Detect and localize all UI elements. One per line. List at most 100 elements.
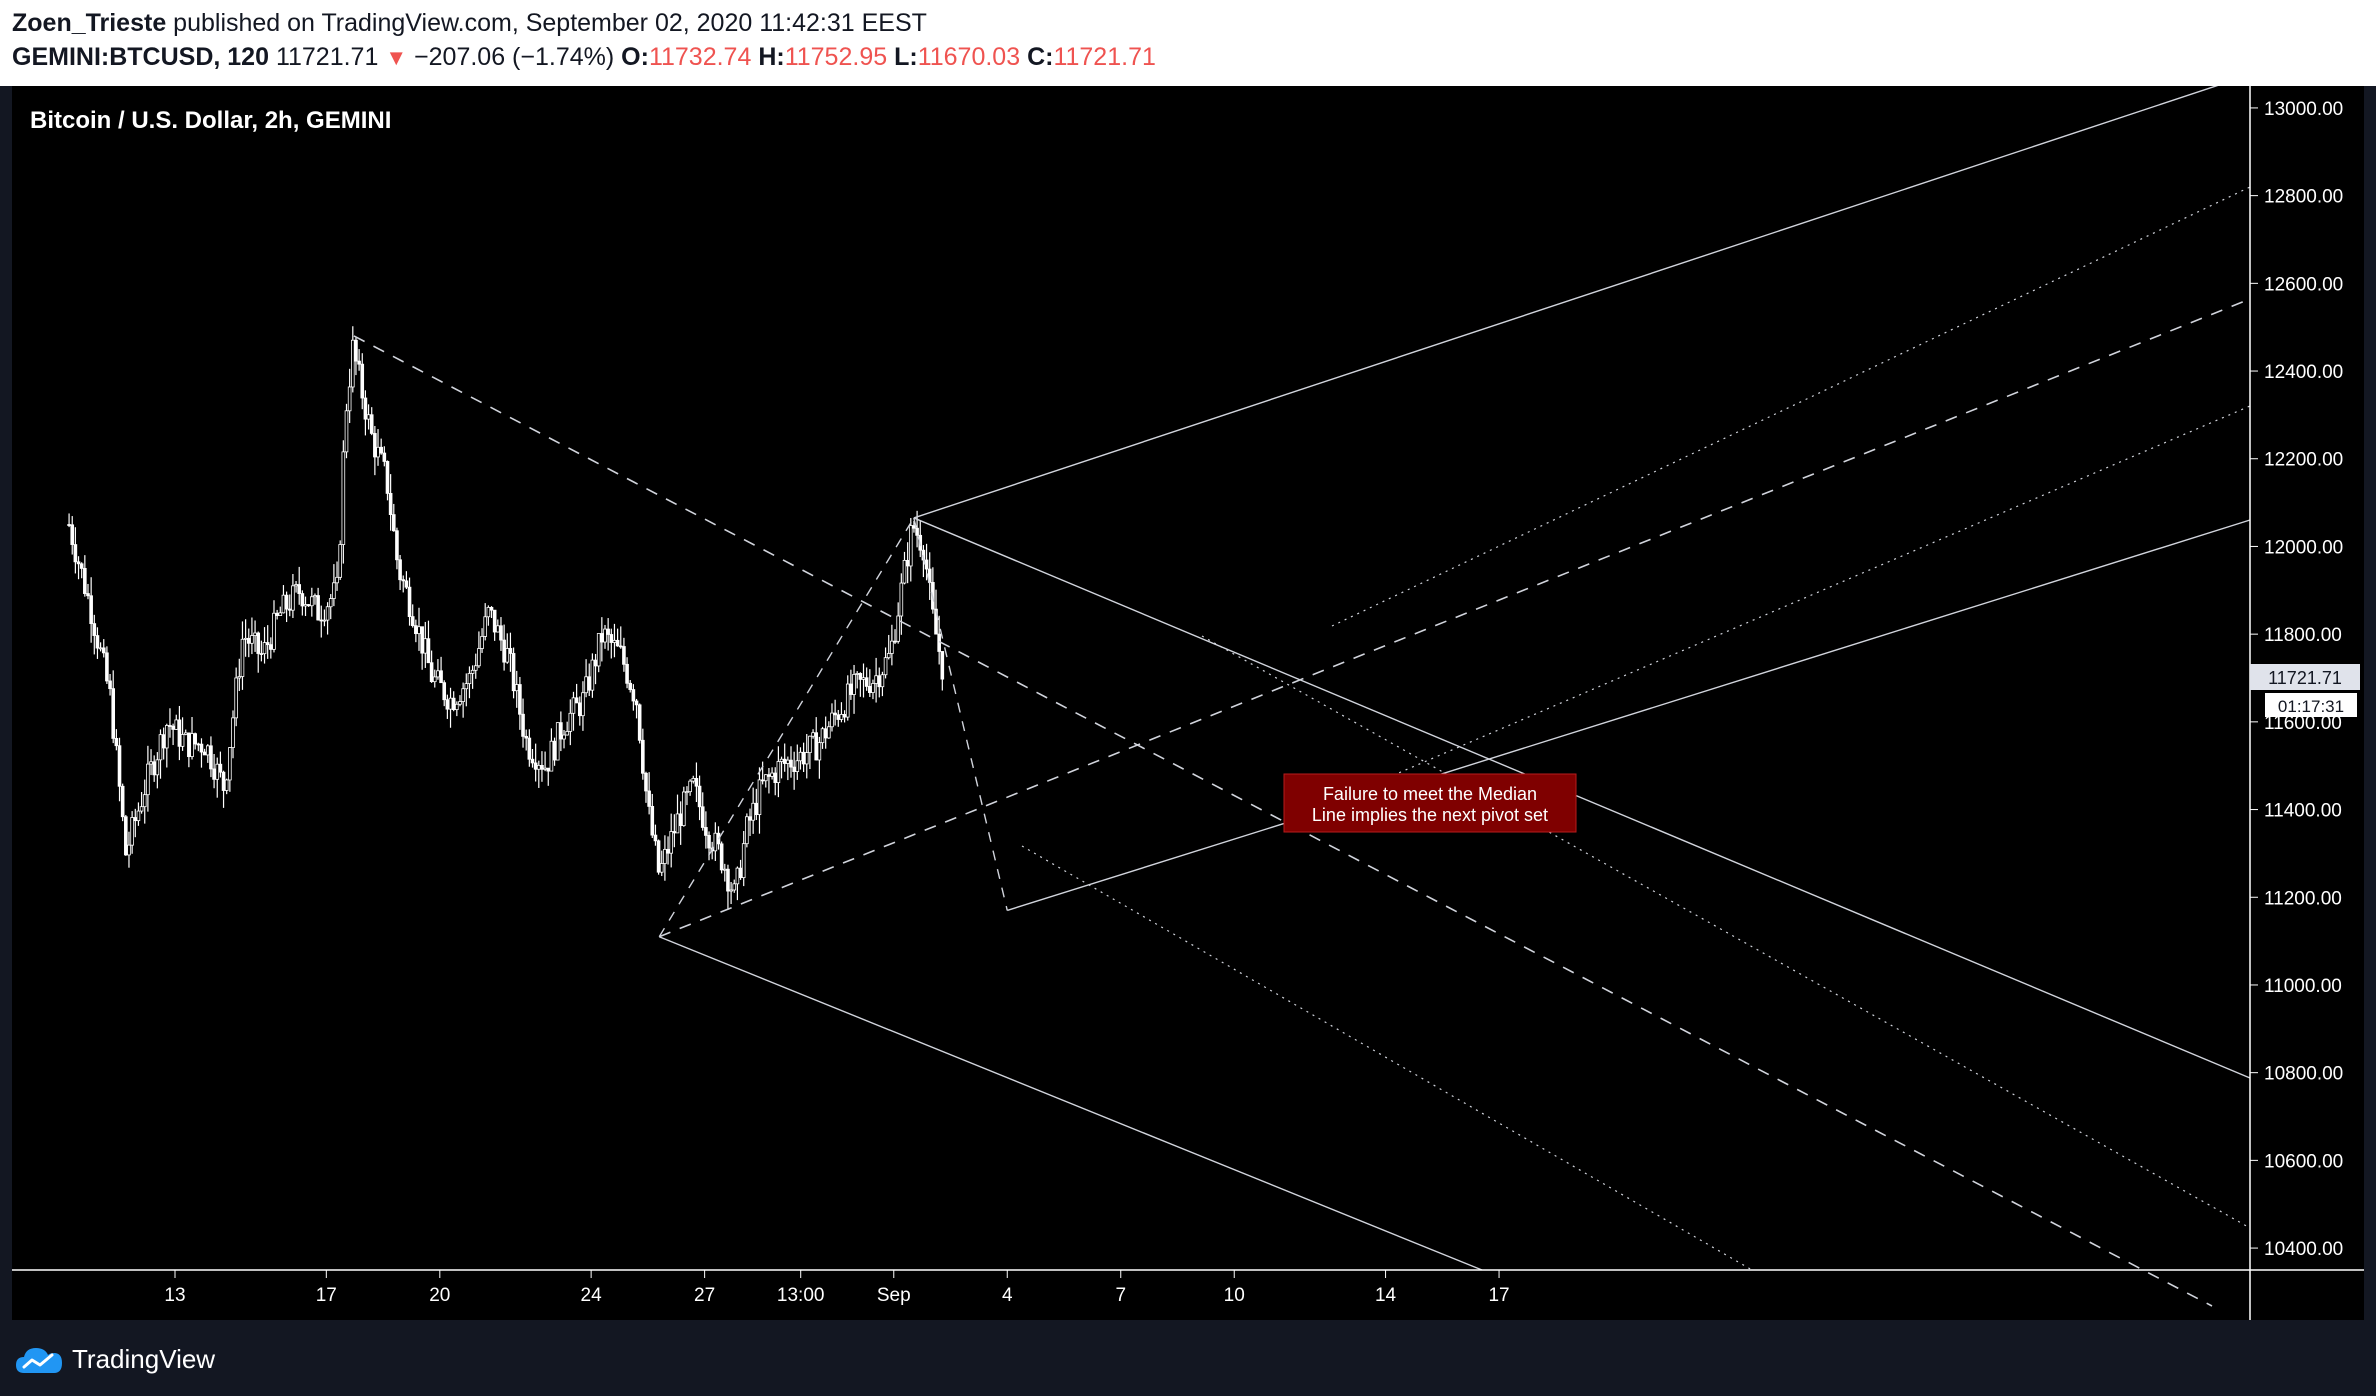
candle-body <box>114 738 119 747</box>
candle-body <box>817 742 822 761</box>
candle-body <box>439 670 443 684</box>
candle-body <box>272 612 276 650</box>
candle-body <box>486 607 491 618</box>
candle-body <box>653 834 658 842</box>
candle-body <box>694 778 699 787</box>
price-chart[interactable]: 13000.00 12800.00 12600.00 12400.00 12200.00… <box>12 83 2364 1320</box>
high-value: 11752.95 <box>784 43 888 71</box>
pitchfork-pivot-connector[interactable] <box>658 517 915 938</box>
pitchfork-upper-parallel-2[interactable] <box>913 83 2223 519</box>
candle-body <box>70 524 75 545</box>
candle-body <box>877 675 882 688</box>
candle-body <box>316 595 320 621</box>
candle-body <box>281 594 286 614</box>
candle-body <box>224 779 229 791</box>
candle-body <box>158 734 163 761</box>
candle-body <box>335 576 339 584</box>
candle-body <box>798 751 803 762</box>
candle-body <box>697 785 702 808</box>
candle-body <box>467 673 472 685</box>
candle-body <box>823 728 828 739</box>
candle-body <box>905 559 910 567</box>
candle-body <box>511 653 516 692</box>
pitchfork-median-line-1[interactable] <box>353 335 2213 1307</box>
candle-body <box>574 697 579 704</box>
candle-body <box>161 734 166 749</box>
candle-body <box>177 719 182 747</box>
price-tick-label: 12400.00 <box>2264 362 2343 383</box>
chart-area[interactable]: 13000.00 12800.00 12600.00 12400.00 12200.00… <box>12 83 2364 1320</box>
candle-body <box>577 702 582 717</box>
candle-body <box>382 452 387 462</box>
candle-body <box>631 689 636 702</box>
candle-body <box>748 816 752 821</box>
candle-body <box>735 867 740 885</box>
pitchfork-warning-line-1[interactable] <box>1021 845 1753 1271</box>
candle-body <box>120 785 125 818</box>
candle-body <box>518 684 522 715</box>
candle-body <box>373 433 377 458</box>
annotation-callout[interactable]: Failure to meet the Median Line implies … <box>1283 773 1577 833</box>
candle-body <box>414 625 418 635</box>
candle-body <box>600 633 604 643</box>
price-tick-label: 11400.00 <box>2264 801 2342 822</box>
open-label: O: <box>621 43 649 71</box>
candle-body <box>86 593 90 597</box>
price-tick-label: 12600.00 <box>2264 274 2343 295</box>
candle-body <box>719 843 724 871</box>
candle-body <box>432 676 437 683</box>
candle-body <box>940 651 945 680</box>
pitchfork-lower-parallel-1[interactable] <box>658 936 1483 1271</box>
candle-body <box>499 625 503 641</box>
candle-body <box>732 883 737 891</box>
candle-body <box>804 752 809 765</box>
candle-body <box>92 623 97 636</box>
price-tick-label: 11800.00 <box>2264 625 2342 646</box>
price-change: −207.06 (−1.74%) <box>414 43 615 71</box>
candle-body <box>634 700 639 706</box>
candle-body <box>896 615 900 642</box>
candle-body <box>319 619 324 622</box>
candle-body <box>842 714 847 718</box>
candle-body <box>89 595 93 624</box>
price-tick-label: 12200.00 <box>2264 450 2343 471</box>
candle-body <box>751 802 755 821</box>
candle-body <box>833 712 837 716</box>
candle-body <box>845 683 850 718</box>
candle-body <box>741 843 746 879</box>
candle-body <box>477 648 481 667</box>
candle-body <box>398 559 402 581</box>
annotation-box[interactable] <box>1283 773 1577 833</box>
candle-body <box>685 791 689 794</box>
candle-body <box>849 683 853 695</box>
candle-body <box>584 676 588 694</box>
author-name[interactable]: Zoen_Trieste <box>12 9 167 37</box>
candle-body <box>174 719 179 730</box>
candle-body <box>404 580 409 588</box>
candle-body <box>265 642 270 646</box>
low-label: L: <box>894 43 918 71</box>
candle-body <box>612 639 617 643</box>
tradingview-brand[interactable]: TradingView <box>14 1342 215 1376</box>
candle-body <box>183 732 188 735</box>
candle-body <box>533 762 538 770</box>
candle-body <box>559 722 563 740</box>
candle-body <box>391 514 396 532</box>
candle-body <box>262 642 267 655</box>
publish-header: Zoen_Trieste published on TradingView.co… <box>0 0 2376 86</box>
candle-body <box>250 635 254 644</box>
time-tick-label: 4 <box>1002 1285 1013 1306</box>
candle-body <box>388 493 393 516</box>
pitchfork-warning-line-3[interactable] <box>1331 186 2251 627</box>
candle-body <box>562 734 566 740</box>
candle-body <box>801 751 806 765</box>
pitchfork-lower-parallel-2[interactable] <box>1007 519 2251 912</box>
candle-body <box>789 759 793 768</box>
candle-body <box>770 772 774 777</box>
current-price-text: 11721.71 <box>2268 668 2342 688</box>
candle-body <box>644 772 648 792</box>
pitchfork-warning-line-4[interactable] <box>1321 405 2251 807</box>
pitchfork-upper-parallel-1[interactable] <box>913 517 2251 1079</box>
candle-body <box>426 638 431 664</box>
candle-body <box>455 703 459 711</box>
